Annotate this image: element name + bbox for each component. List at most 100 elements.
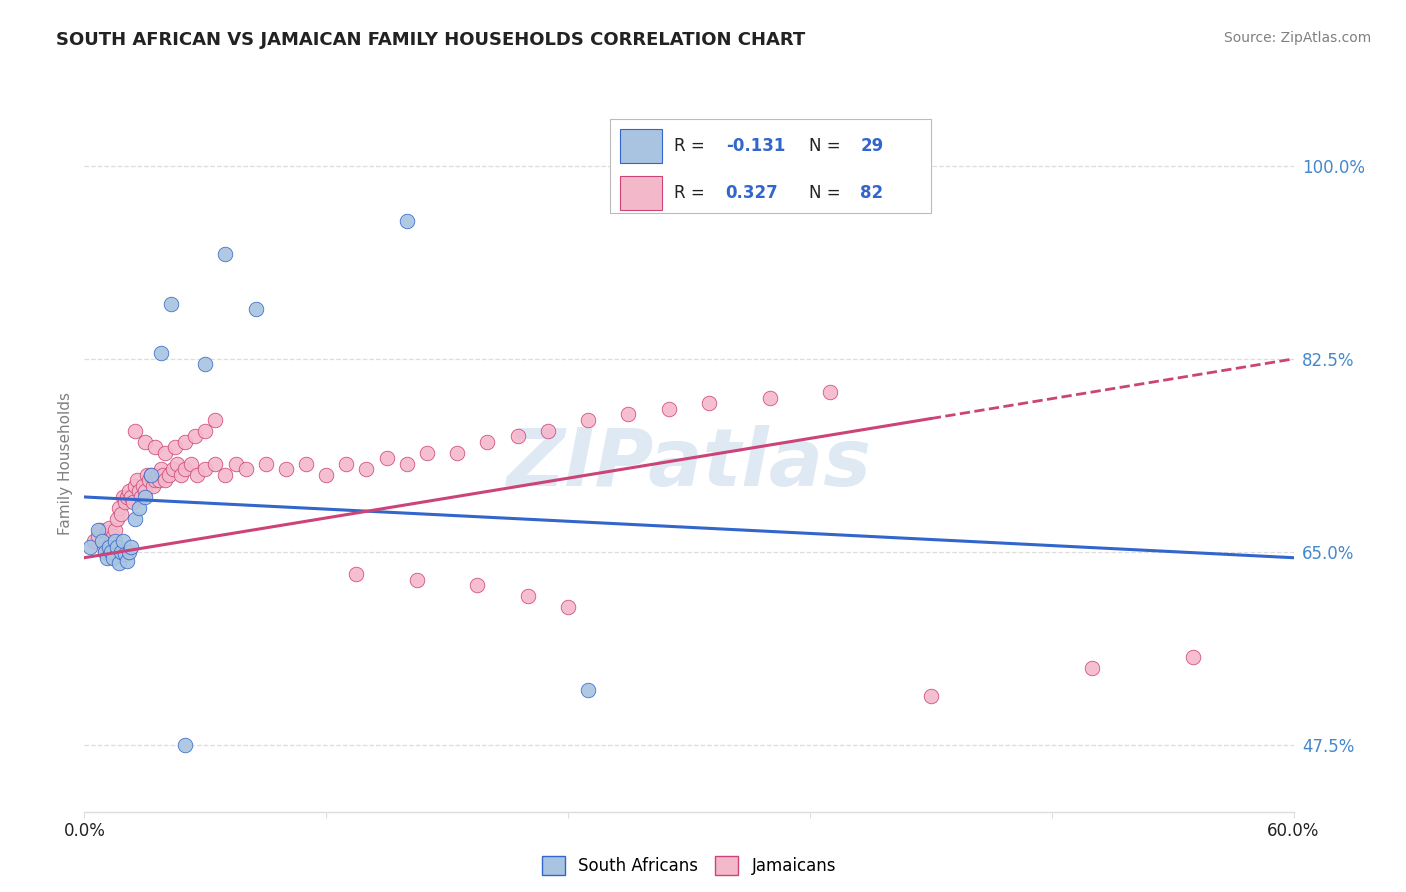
Point (143, 474, 166, 488)
Point (128, 501, 150, 516)
Point (1181, 650, 1204, 665)
Point (315, 467, 337, 482)
Point (124, 512, 146, 526)
Point (148, 474, 170, 488)
FancyBboxPatch shape (610, 120, 931, 213)
Point (149, 462, 172, 476)
Point (83, 534, 105, 549)
Point (107, 501, 129, 516)
Point (186, 467, 208, 482)
Point (174, 739, 197, 753)
Point (118, 545, 141, 559)
Point (395, 457, 418, 471)
Point (170, 467, 193, 482)
Text: 82: 82 (860, 184, 883, 202)
Point (96, 550, 118, 565)
Point (152, 467, 174, 482)
Point (406, 573, 429, 587)
Point (134, 490, 156, 504)
Point (143, 440, 166, 454)
Point (105, 540, 128, 554)
Point (120, 490, 142, 504)
Point (204, 412, 226, 426)
Point (162, 462, 184, 476)
Point (576, 683, 599, 698)
Text: R =: R = (675, 136, 710, 154)
Point (180, 457, 202, 471)
Point (557, 600, 579, 615)
Point (477, 434, 499, 449)
Point (91, 534, 114, 549)
Point (194, 358, 217, 372)
Point (129, 490, 152, 504)
Text: -0.131: -0.131 (725, 136, 785, 154)
Point (111, 490, 134, 504)
Text: N =: N = (808, 184, 846, 202)
Point (93, 545, 115, 559)
Point (1081, 661, 1104, 675)
Text: 29: 29 (860, 136, 883, 154)
Point (194, 424, 217, 438)
Point (104, 534, 127, 549)
Point (101, 550, 124, 565)
Point (87, 523, 110, 537)
Point (174, 434, 197, 449)
Point (658, 401, 681, 416)
Point (356, 462, 378, 476)
Point (214, 467, 236, 482)
Point (335, 457, 357, 471)
Bar (620, 176, 662, 210)
Point (153, 474, 176, 488)
Point (135, 467, 157, 482)
Point (118, 484, 141, 499)
Text: Source: ZipAtlas.com: Source: ZipAtlas.com (1223, 31, 1371, 45)
Point (235, 462, 257, 476)
Point (375, 451, 398, 466)
Point (115, 554, 138, 568)
Point (245, 302, 267, 317)
Point (134, 484, 156, 499)
Text: ZIPatlas: ZIPatlas (506, 425, 872, 503)
Legend: South Africans, Jamaicans: South Africans, Jamaicans (533, 847, 845, 883)
Point (132, 479, 155, 493)
Point (107, 556, 129, 570)
Point (101, 528, 124, 542)
Point (139, 467, 162, 482)
Point (166, 457, 188, 471)
Point (617, 407, 640, 421)
Text: R =: R = (675, 184, 710, 202)
Point (87, 528, 110, 542)
Point (138, 474, 160, 488)
Point (225, 457, 247, 471)
Point (920, 689, 942, 703)
Point (214, 247, 236, 261)
Bar (620, 128, 662, 162)
Point (105, 512, 128, 526)
Point (120, 540, 142, 554)
Point (416, 446, 439, 460)
Point (157, 467, 180, 482)
Point (142, 479, 165, 493)
Point (149, 346, 172, 360)
Point (204, 457, 226, 471)
Point (194, 462, 217, 476)
Point (174, 462, 197, 476)
Point (114, 495, 136, 509)
Point (79, 540, 101, 554)
Point (114, 548, 136, 562)
Point (97, 521, 120, 535)
Point (467, 578, 489, 592)
Point (124, 424, 146, 438)
Point (97, 540, 120, 554)
Point (346, 567, 368, 582)
Point (165, 440, 187, 454)
Point (758, 391, 780, 405)
Point (537, 424, 560, 438)
Point (93, 545, 115, 559)
Point (516, 590, 538, 604)
Point (576, 412, 599, 426)
Point (100, 534, 122, 549)
Point (139, 467, 162, 482)
Point (697, 396, 720, 410)
Point (395, 214, 418, 228)
